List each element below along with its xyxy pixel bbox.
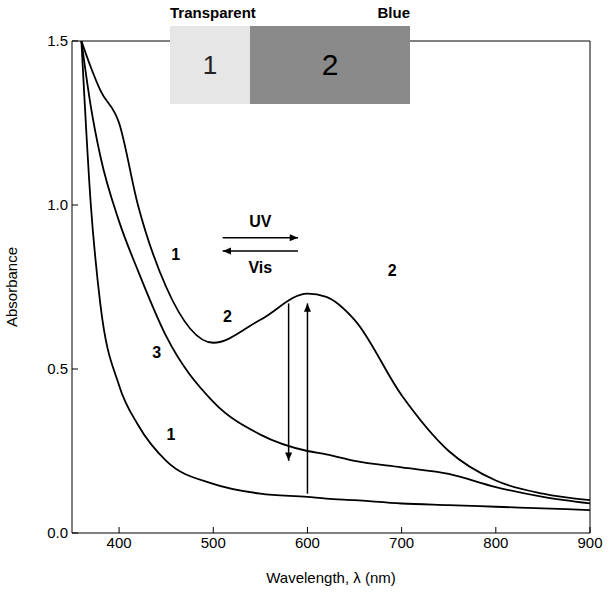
svg-text:2: 2: [388, 262, 397, 279]
svg-text:700: 700: [389, 534, 414, 551]
svg-text:500: 500: [201, 534, 226, 551]
svg-text:400: 400: [107, 534, 132, 551]
svg-text:3: 3: [152, 344, 161, 361]
html-text:1: 1: [202, 49, 218, 80]
html-text:Transparent: Transparent: [170, 4, 256, 21]
html-text:Blue: Blue: [377, 4, 410, 21]
svg-text:UV: UV: [249, 213, 272, 230]
svg-text:1: 1: [166, 426, 175, 443]
svg-text:Wavelength, λ (nm): Wavelength, λ (nm): [266, 569, 396, 586]
svg-text:600: 600: [295, 534, 320, 551]
svg-text:800: 800: [483, 534, 508, 551]
svg-text:1: 1: [171, 246, 180, 263]
svg-text:2: 2: [223, 308, 232, 325]
svg-text:0.5: 0.5: [47, 360, 68, 377]
svg-text:1.0: 1.0: [47, 196, 68, 213]
svg-text:900: 900: [577, 534, 602, 551]
svg-text:0.0: 0.0: [47, 524, 68, 541]
svg-text:Vis: Vis: [248, 259, 272, 276]
html-text:2: 2: [321, 48, 339, 81]
svg-text:1.5: 1.5: [47, 32, 68, 49]
svg-text:Absorbance: Absorbance: [3, 247, 20, 327]
